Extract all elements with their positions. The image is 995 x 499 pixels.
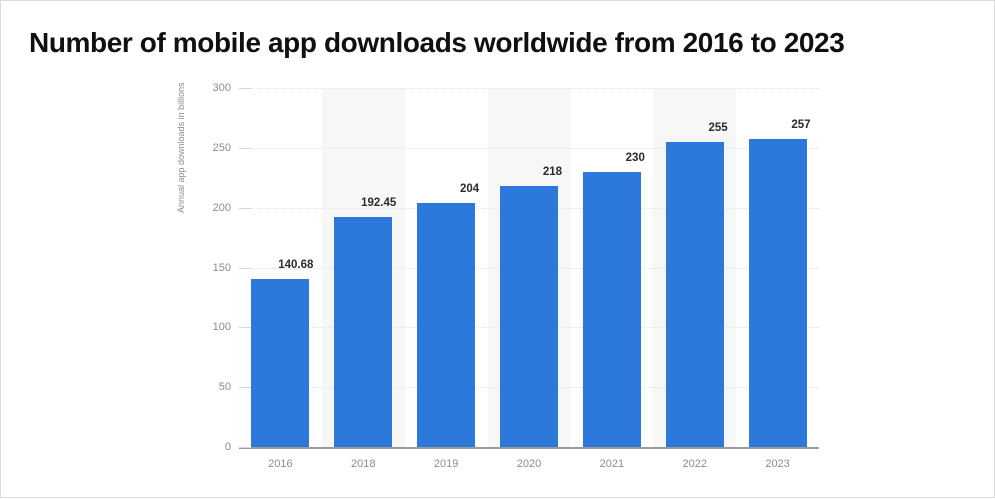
y-axis-tick-label: 0 [224, 441, 231, 453]
gridline [239, 88, 819, 90]
bar[interactable] [582, 171, 641, 447]
x-axis-tick-label: 2020 [516, 458, 542, 470]
x-axis-tick-label: 2023 [765, 458, 790, 470]
y-axis-title: Annual app downloads in billions [176, 82, 186, 213]
y-axis-tick-label: 100 [212, 321, 231, 334]
bar[interactable] [417, 202, 476, 447]
bar-value-label: 257 [791, 119, 811, 132]
y-axis-tick-mark [239, 447, 251, 448]
bar-value-label: 218 [542, 166, 562, 179]
x-axis-tick-label: 2022 [682, 458, 707, 470]
gridline [239, 147, 819, 150]
bar-value-label: 230 [625, 151, 645, 164]
x-axis-line [239, 447, 819, 449]
y-axis-tick-label: 150 [212, 261, 231, 274]
x-axis-tick-label: 2016 [268, 458, 293, 470]
y-axis-tick-labels: 0 50 100 150 200 250 300 [197, 82, 231, 453]
bar-value-label: 255 [708, 121, 728, 134]
x-axis-tick-label: 2018 [351, 458, 376, 470]
y-axis-tick-label: 250 [212, 141, 231, 154]
y-axis-tick-label: 200 [212, 201, 231, 214]
y-axis-tick-mark [239, 267, 251, 269]
y-axis-tick-mark [239, 207, 251, 209]
y-axis-tick-label: 50 [218, 381, 231, 394]
x-axis-tick-label: 2019 [433, 458, 459, 470]
x-axis-tick-label: 2021 [599, 458, 625, 470]
y-axis-tick-mark [239, 88, 251, 89]
bar[interactable] [748, 139, 807, 447]
chart-title: Number of mobile app downloads worldwide… [29, 27, 845, 58]
y-axis-tick-mark [239, 387, 251, 389]
bar[interactable] [334, 216, 393, 447]
bar[interactable] [251, 278, 310, 447]
bar-value-label: 192.45 [361, 196, 397, 209]
y-axis-tick-label: 300 [212, 82, 231, 94]
bar-value-label: 140.68 [278, 258, 314, 271]
bar[interactable] [500, 186, 558, 447]
y-axis-tick-mark [239, 147, 251, 149]
plot-area: 140.68 192.45 204 218 230 255 257 [239, 88, 819, 447]
bar[interactable] [665, 141, 724, 447]
bar-value-label: 204 [459, 182, 480, 195]
y-axis-tick-mark [239, 327, 251, 329]
